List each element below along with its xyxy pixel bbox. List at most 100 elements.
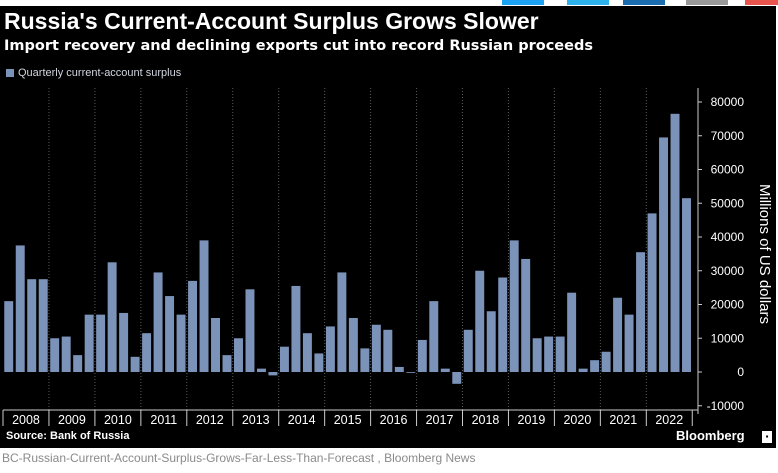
bar <box>555 336 565 372</box>
bar <box>567 292 577 372</box>
x-tick-label: 2011 <box>150 413 177 427</box>
x-tick-label: 2012 <box>196 413 224 427</box>
y-tick-label: 40000 <box>711 230 745 244</box>
x-tick-label: 2016 <box>380 413 408 427</box>
legend-swatch <box>6 69 14 77</box>
bar <box>96 314 106 373</box>
x-tick-label: 2013 <box>242 413 270 427</box>
bar <box>38 279 48 372</box>
bar <box>452 372 462 384</box>
bar <box>4 301 14 373</box>
bar <box>659 137 669 372</box>
bar <box>199 240 209 373</box>
x-tick-label: 2018 <box>472 413 500 427</box>
bar <box>682 198 691 372</box>
bar <box>348 318 358 372</box>
bar <box>406 372 416 373</box>
chart-badge-icon: ▪ <box>762 431 772 443</box>
bar <box>188 280 198 373</box>
bar <box>50 338 60 372</box>
bar <box>371 324 381 372</box>
bar <box>302 333 312 372</box>
bar <box>142 333 152 372</box>
bar <box>245 289 255 372</box>
top-strip <box>0 0 778 6</box>
legend-label: Quarterly current-account surplus <box>18 67 182 79</box>
bar <box>417 339 427 372</box>
y-tick-label: 70000 <box>711 129 745 143</box>
bar <box>176 314 186 373</box>
y-tick-label: 20000 <box>711 298 745 312</box>
bar <box>337 272 347 372</box>
x-tick-label: 2008 <box>12 413 40 427</box>
bar <box>394 366 404 372</box>
y-tick-label: 60000 <box>711 163 745 177</box>
twitter-share-icon[interactable] <box>502 0 544 5</box>
bar <box>509 240 519 373</box>
bar <box>636 252 646 372</box>
x-tick-label: 2015 <box>334 413 362 427</box>
bar <box>544 336 554 372</box>
bar <box>153 272 163 372</box>
x-tick-label: 2010 <box>104 413 132 427</box>
bar <box>27 279 37 372</box>
bar <box>624 314 634 373</box>
chart-title: Russia's Current-Account Surplus Grows S… <box>4 8 539 34</box>
image-caption: BC-Russian-Current-Account-Surplus-Grows… <box>2 451 476 465</box>
bar <box>234 338 243 372</box>
bar <box>486 311 496 372</box>
bar <box>475 270 485 372</box>
bar <box>119 312 129 372</box>
bar <box>73 355 83 373</box>
bar <box>256 368 266 373</box>
bar <box>463 329 473 372</box>
y-tick-label: 80000 <box>711 95 745 109</box>
bar <box>498 277 508 372</box>
bar <box>222 355 232 373</box>
chart-subtitle: Import recovery and declining exports cu… <box>4 38 593 54</box>
bar <box>130 356 140 372</box>
x-tick-label: 2014 <box>288 413 316 427</box>
bar <box>314 353 324 372</box>
bar <box>532 338 542 372</box>
bar <box>521 258 531 372</box>
x-tick-label: 2009 <box>58 413 86 427</box>
y-tick-label: 10000 <box>711 331 745 345</box>
x-tick-label: 2017 <box>426 413 454 427</box>
x-tick-label: 2022 <box>655 413 683 427</box>
bar <box>211 318 220 372</box>
bar-layer <box>4 113 691 384</box>
bar <box>325 326 335 372</box>
bar <box>440 368 450 373</box>
messenger-share-icon[interactable] <box>567 0 609 5</box>
email-share-icon[interactable] <box>686 0 728 5</box>
x-tick-label: 2021 <box>609 413 637 427</box>
bar <box>383 329 393 372</box>
bar <box>279 346 289 372</box>
axis-layer: -10000 0 10000 20000 30000 40000 50000 60000 700… <box>2 88 773 427</box>
bar <box>107 262 117 372</box>
chart-svg: -10000 0 10000 20000 30000 40000 50000 60000 700… <box>2 88 773 427</box>
bar <box>601 351 611 372</box>
y-axis-title: Millions of US dollars <box>756 184 773 324</box>
bar <box>165 296 175 372</box>
bar <box>15 245 25 372</box>
y-tick-label: 0 <box>737 365 744 379</box>
bar <box>590 360 600 372</box>
bar <box>61 336 71 372</box>
more-share-icon[interactable] <box>745 0 778 5</box>
x-tick-label: 2020 <box>563 413 591 427</box>
bar <box>84 314 94 373</box>
chart-legend: Quarterly current-account surplus <box>6 67 181 79</box>
bar <box>578 368 588 373</box>
chart-card: -10000 0 10000 20000 30000 40000 50000 60000 700… <box>0 6 776 448</box>
source-note: Source: Bank of Russia <box>6 430 130 442</box>
bar <box>268 372 278 376</box>
linkedin-share-icon[interactable] <box>623 0 665 5</box>
y-tick-label: -10000 <box>707 399 745 413</box>
y-tick-label: 30000 <box>711 264 745 278</box>
bar <box>429 301 439 373</box>
bar <box>670 113 680 372</box>
bar <box>647 213 657 373</box>
x-tick-label: 2019 <box>518 413 546 427</box>
